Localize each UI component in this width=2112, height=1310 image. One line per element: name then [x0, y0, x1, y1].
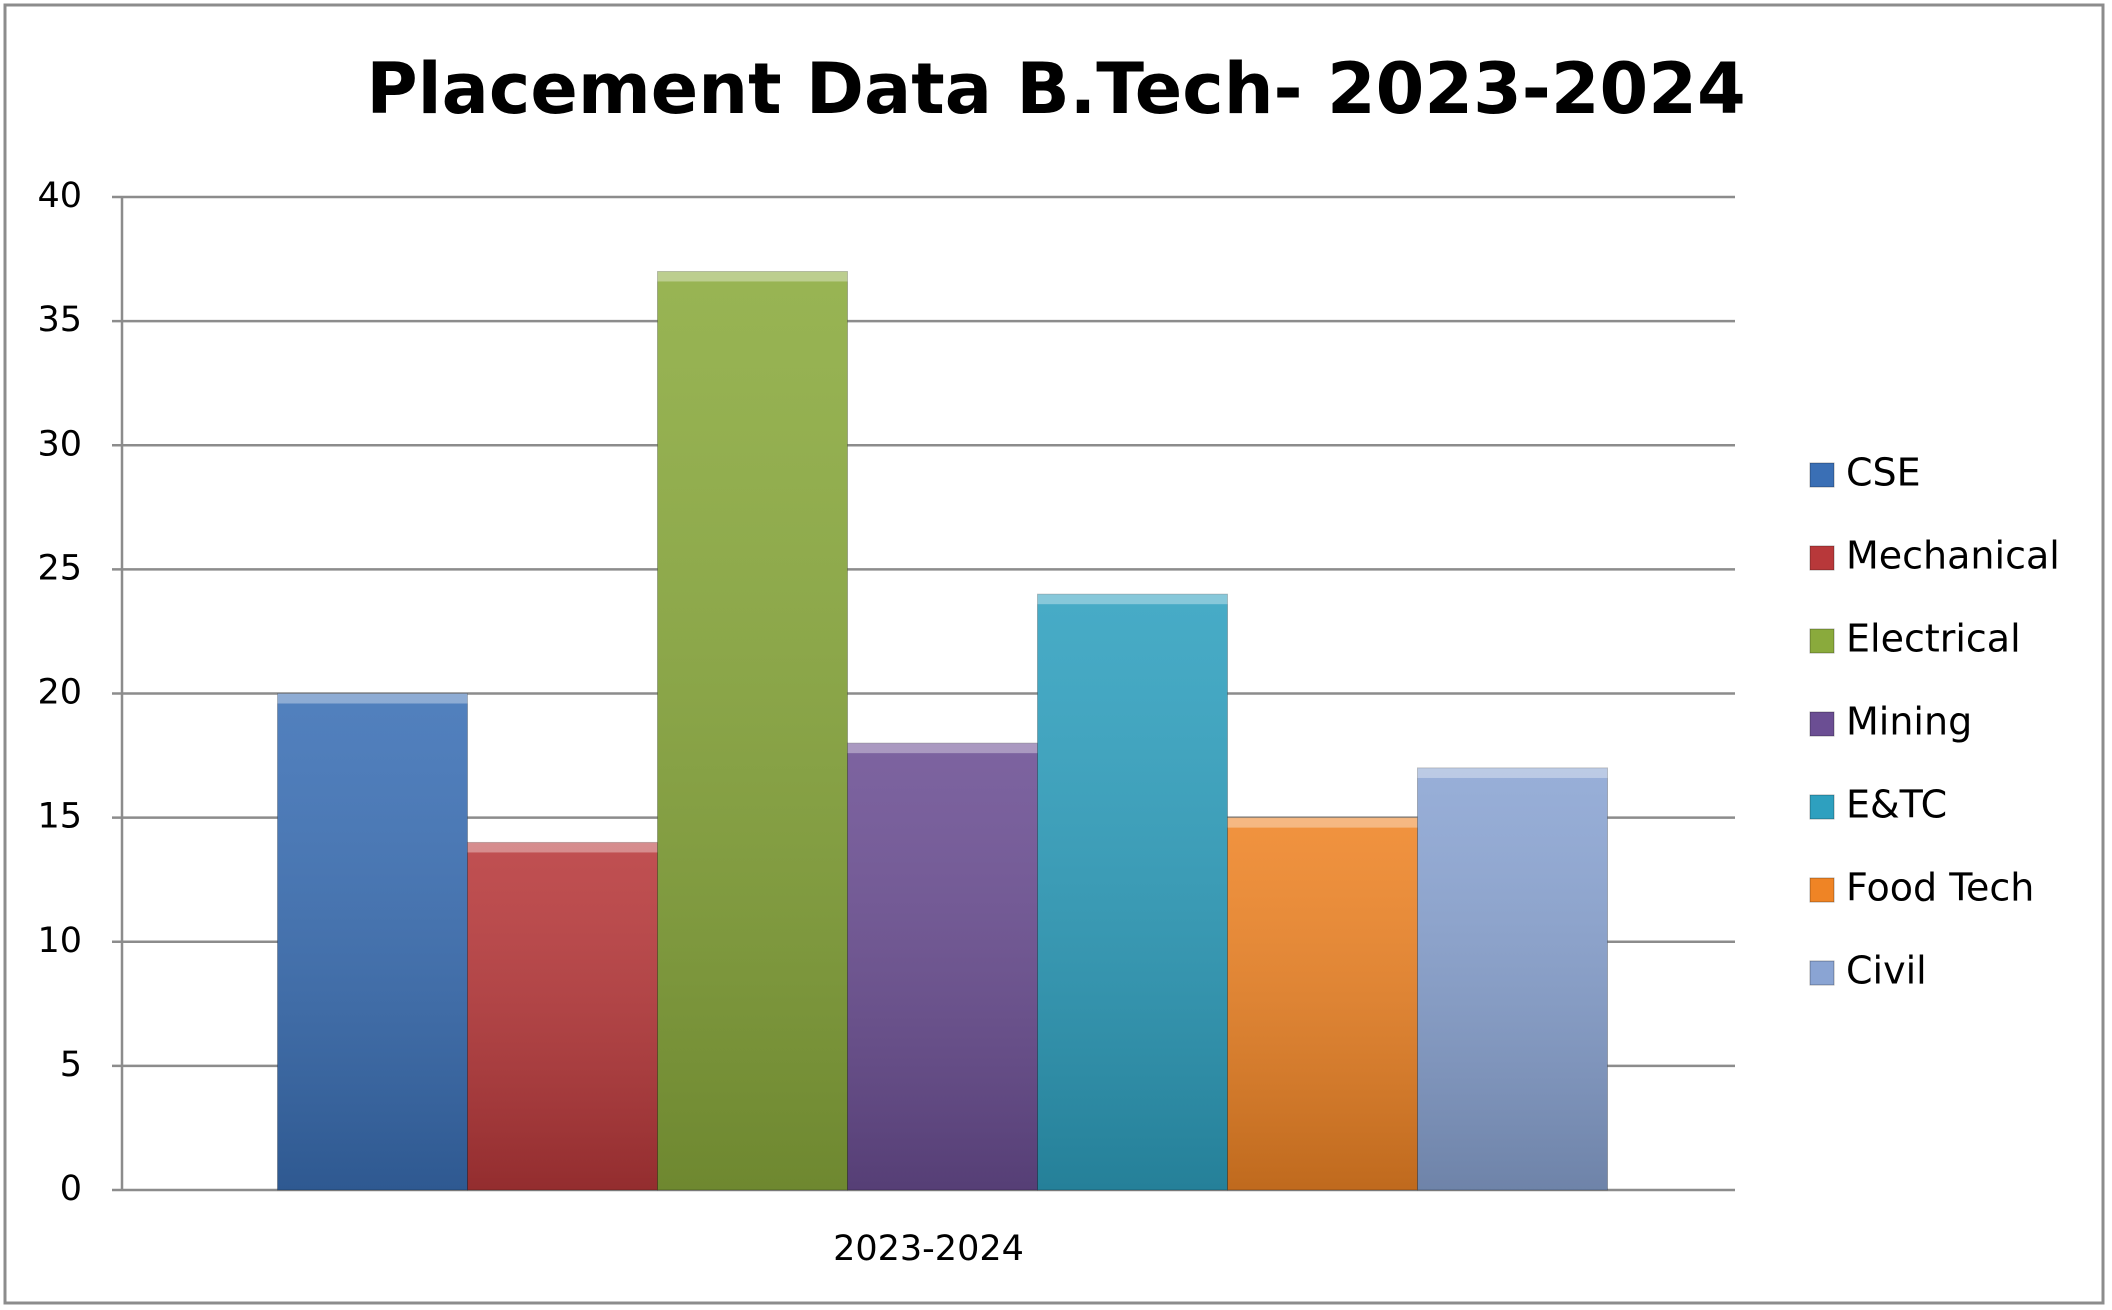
- legend-label: Electrical: [1846, 617, 2021, 661]
- legend-swatch: [1809, 877, 1835, 903]
- bar-bevel: [1037, 594, 1228, 605]
- bar-shade: [467, 842, 658, 1190]
- legend-swatch: [1809, 462, 1835, 488]
- y-tick-label: 15: [37, 797, 82, 837]
- y-tick-label: 25: [37, 548, 82, 588]
- legend-swatch: [1809, 711, 1835, 737]
- bar-shade: [847, 743, 1038, 1190]
- legend-swatch: [1809, 960, 1835, 986]
- legend-swatch: [1809, 545, 1835, 571]
- bar-bevel: [1417, 767, 1608, 778]
- y-tick-label: 30: [37, 424, 82, 464]
- bar-bevel: [1227, 817, 1418, 828]
- bar-shade: [1417, 767, 1608, 1190]
- y-tick-label: 20: [37, 673, 82, 713]
- y-tick-label: 40: [37, 176, 82, 216]
- bar-shade: [277, 693, 468, 1190]
- legend-swatch: [1809, 628, 1835, 654]
- legend-label: Mining: [1846, 700, 1972, 744]
- bar-shade: [1037, 594, 1228, 1190]
- bar-bevel: [847, 743, 1038, 754]
- legend-label: E&TC: [1846, 783, 1947, 827]
- legend-label: Food Tech: [1846, 866, 2034, 910]
- legend-label: Mechanical: [1846, 534, 2060, 578]
- x-tick-label: 2023-2024: [833, 1229, 1024, 1269]
- bar-shade: [1227, 817, 1418, 1190]
- y-tick-label: 10: [37, 921, 82, 961]
- bar-bevel: [277, 693, 468, 704]
- y-tick-label: 5: [60, 1045, 82, 1085]
- legend-label: CSE: [1846, 451, 1921, 495]
- bar-bevel: [657, 271, 848, 282]
- y-tick-label: 35: [37, 300, 82, 340]
- y-tick-label: 0: [60, 1169, 82, 1209]
- legend-swatch: [1809, 794, 1835, 820]
- bar-bevel: [467, 842, 658, 853]
- chart-title: Placement Data B.Tech- 2023-2024: [366, 48, 1745, 130]
- legend-label: Civil: [1846, 949, 1927, 993]
- bar-shade: [657, 271, 848, 1191]
